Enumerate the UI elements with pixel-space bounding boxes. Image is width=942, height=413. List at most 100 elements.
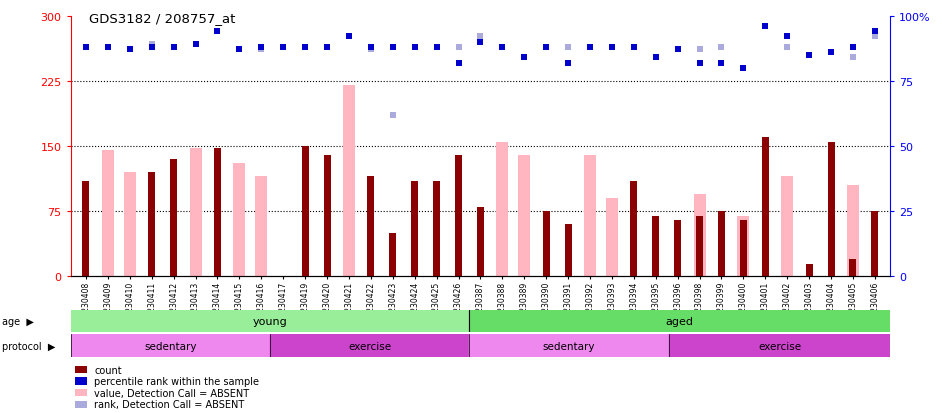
Bar (827, 142, 835, 277)
Point (780, 45, 795, 51)
Point (517, 55, 532, 62)
Bar (674, 221, 681, 277)
Bar (850, 259, 856, 277)
Bar (805, 265, 813, 277)
Point (845, 45, 860, 51)
Point (714, 60, 729, 66)
Point (648, 55, 663, 62)
Bar (469, 310, 890, 332)
Bar (718, 211, 725, 277)
Text: GDS3182 / 208757_at: GDS3182 / 208757_at (89, 12, 236, 25)
Bar (189, 148, 202, 277)
Bar (693, 195, 706, 277)
Bar (148, 173, 155, 277)
Point (188, 42, 203, 48)
Point (429, 45, 444, 51)
Point (144, 45, 159, 51)
Point (692, 47, 707, 54)
Bar (847, 186, 859, 277)
Point (276, 45, 291, 51)
Bar (469, 335, 669, 357)
Point (736, 65, 751, 72)
Point (539, 45, 554, 51)
Point (319, 45, 334, 51)
Bar (389, 233, 397, 277)
Point (385, 45, 400, 51)
Point (78, 45, 93, 51)
Point (648, 55, 663, 62)
Bar (411, 181, 418, 277)
Bar (323, 155, 331, 277)
Text: age  ▶: age ▶ (2, 316, 34, 326)
Point (626, 45, 642, 51)
Point (868, 29, 883, 36)
Point (473, 39, 488, 46)
Point (560, 60, 576, 66)
Point (560, 45, 576, 51)
Point (253, 47, 268, 54)
Point (451, 45, 466, 51)
Bar (343, 86, 355, 277)
Bar (696, 216, 703, 277)
Bar (171, 160, 177, 277)
Bar (102, 151, 114, 277)
Point (802, 52, 817, 59)
Point (385, 112, 400, 119)
Point (495, 45, 510, 51)
Point (364, 47, 379, 54)
Text: young: young (252, 316, 287, 326)
Bar (234, 164, 246, 277)
Bar (496, 142, 509, 277)
Point (210, 29, 225, 36)
Text: count: count (94, 365, 122, 375)
Point (341, 34, 356, 40)
Point (122, 47, 138, 54)
Bar (606, 199, 618, 277)
Point (232, 47, 247, 54)
Bar (738, 216, 750, 277)
Point (757, 24, 772, 30)
Point (122, 47, 138, 54)
Point (101, 45, 116, 51)
Point (407, 45, 422, 51)
Point (845, 55, 860, 62)
Text: value, Detection Call = ABSENT: value, Detection Call = ABSENT (94, 388, 250, 398)
Point (429, 45, 444, 51)
Bar (367, 177, 374, 277)
Point (582, 45, 597, 51)
Point (495, 45, 510, 51)
Text: sedentary: sedentary (144, 341, 197, 351)
Bar (564, 225, 572, 277)
Point (670, 47, 685, 54)
Point (517, 55, 532, 62)
Bar (762, 138, 769, 277)
Bar (123, 173, 136, 277)
Bar (781, 177, 793, 277)
Bar (270, 335, 469, 357)
Point (253, 45, 268, 51)
Point (692, 60, 707, 66)
Point (298, 45, 313, 51)
Point (364, 45, 379, 51)
Text: exercise: exercise (758, 341, 801, 351)
Point (823, 50, 838, 56)
Point (144, 42, 159, 48)
Bar (301, 147, 309, 277)
Bar (71, 335, 270, 357)
Text: protocol  ▶: protocol ▶ (2, 341, 56, 351)
Bar (871, 211, 878, 277)
Bar (518, 155, 530, 277)
Point (605, 45, 620, 51)
Bar (630, 181, 638, 277)
Point (232, 47, 247, 54)
Bar (652, 216, 659, 277)
Text: percentile rank within the sample: percentile rank within the sample (94, 376, 259, 386)
Point (101, 45, 116, 51)
Point (319, 45, 334, 51)
Point (714, 45, 729, 51)
Bar (83, 181, 89, 277)
Bar (433, 181, 440, 277)
Point (166, 45, 181, 51)
Bar (71, 310, 469, 332)
Text: aged: aged (666, 316, 693, 326)
